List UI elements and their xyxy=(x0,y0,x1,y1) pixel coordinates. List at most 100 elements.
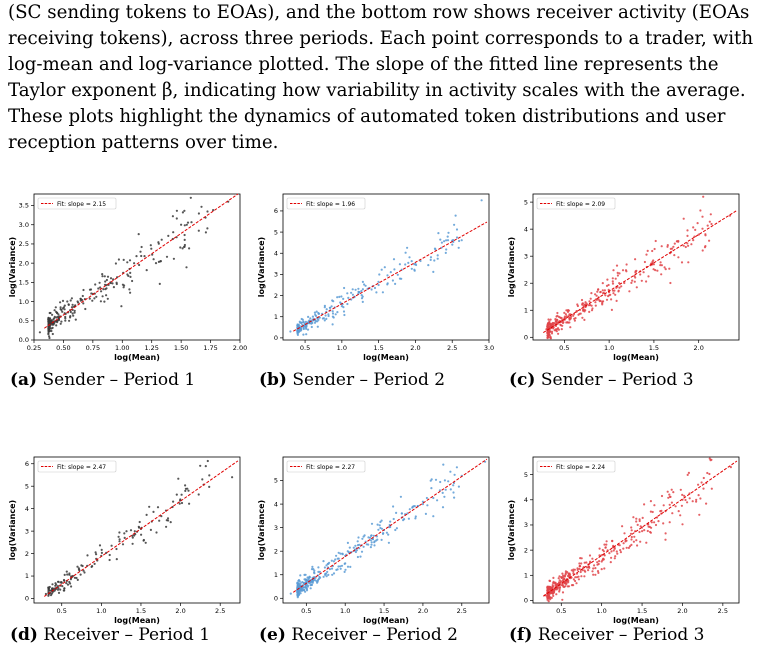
data-point xyxy=(654,269,657,272)
data-point xyxy=(67,303,70,306)
data-point xyxy=(157,241,160,244)
data-point xyxy=(334,313,337,316)
data-point xyxy=(190,221,193,224)
data-point xyxy=(572,572,575,575)
data-point xyxy=(615,299,618,302)
data-point xyxy=(613,289,616,292)
data-point xyxy=(552,576,555,579)
data-point xyxy=(550,323,553,326)
data-point xyxy=(69,582,72,585)
data-point xyxy=(643,529,646,532)
data-point xyxy=(443,479,446,482)
data-point xyxy=(201,478,204,481)
x-tick-label: 0.25 xyxy=(27,344,41,352)
data-point xyxy=(392,505,395,508)
data-point xyxy=(600,568,603,571)
data-point xyxy=(681,493,684,496)
data-point xyxy=(309,584,312,587)
data-point xyxy=(594,293,597,296)
data-point xyxy=(457,485,460,488)
data-point xyxy=(325,317,328,320)
data-point xyxy=(175,217,178,220)
data-point xyxy=(308,576,311,579)
scatter-chart-d: 0.5 1.0 1.5 2.0 2.5 0 1 2 3 4 5 6 log(Mean) log(Varia… xyxy=(8,456,241,625)
data-point xyxy=(407,517,410,520)
data-point xyxy=(311,580,314,583)
data-point xyxy=(391,279,394,282)
data-point xyxy=(547,600,550,603)
data-point xyxy=(687,244,690,247)
data-point xyxy=(686,501,689,504)
data-point xyxy=(455,228,459,231)
data-point xyxy=(652,263,655,266)
subcaption-tag: (a) xyxy=(10,370,38,390)
data-point xyxy=(212,209,215,212)
data-point xyxy=(582,309,585,312)
data-point xyxy=(183,209,186,212)
data-point xyxy=(444,488,447,491)
y-tick-label: 5 xyxy=(25,482,29,490)
data-point xyxy=(48,320,51,323)
data-point xyxy=(679,514,682,517)
data-point xyxy=(296,325,299,328)
data-point xyxy=(301,581,304,584)
data-point xyxy=(645,253,648,256)
data-point xyxy=(683,494,686,497)
data-point xyxy=(365,543,368,546)
data-point xyxy=(552,591,555,594)
data-point xyxy=(612,269,615,272)
data-point xyxy=(441,506,445,509)
data-point xyxy=(628,545,632,548)
data-point xyxy=(357,536,360,539)
data-point xyxy=(710,222,713,226)
data-point xyxy=(310,325,313,329)
data-point xyxy=(84,307,87,311)
data-point xyxy=(54,306,57,309)
data-point xyxy=(91,299,94,302)
data-point xyxy=(558,575,561,578)
data-point xyxy=(549,586,552,589)
data-point xyxy=(701,227,704,230)
data-point xyxy=(204,465,207,468)
data-point xyxy=(564,585,567,588)
data-point xyxy=(655,516,659,519)
data-point xyxy=(583,575,586,578)
data-point xyxy=(662,522,665,525)
data-point xyxy=(101,275,104,278)
y-tick-label: 0 xyxy=(524,597,528,605)
x-tick-label: 3.0 xyxy=(484,344,494,352)
data-point xyxy=(133,262,136,265)
y-tick-label: 5 xyxy=(524,198,528,206)
data-point xyxy=(573,568,576,571)
data-point xyxy=(447,480,450,483)
data-point xyxy=(457,246,460,249)
x-tick-label: 1.5 xyxy=(373,344,383,352)
data-point xyxy=(560,317,563,320)
data-point xyxy=(561,591,565,594)
data-point xyxy=(64,319,67,322)
y-axis-label: log(Variance) xyxy=(257,237,266,297)
data-point xyxy=(81,294,84,298)
data-point xyxy=(304,320,307,323)
data-point xyxy=(703,246,707,249)
data-point xyxy=(702,487,705,490)
data-point xyxy=(73,576,76,579)
data-point xyxy=(695,500,698,503)
subcaption-d: (d) Receiver – Period 1 xyxy=(10,625,210,645)
data-point xyxy=(123,532,126,535)
data-point xyxy=(185,223,188,226)
data-point xyxy=(94,283,97,286)
data-point xyxy=(179,498,182,501)
data-point xyxy=(671,512,674,515)
data-point xyxy=(172,257,175,260)
data-point xyxy=(100,548,103,551)
data-point xyxy=(375,291,378,294)
data-point xyxy=(610,550,613,553)
data-point xyxy=(389,271,392,274)
data-point xyxy=(574,579,577,583)
data-point xyxy=(402,519,405,522)
data-point xyxy=(106,275,110,278)
data-point xyxy=(649,500,652,503)
data-point xyxy=(185,266,188,269)
data-point xyxy=(666,244,669,247)
